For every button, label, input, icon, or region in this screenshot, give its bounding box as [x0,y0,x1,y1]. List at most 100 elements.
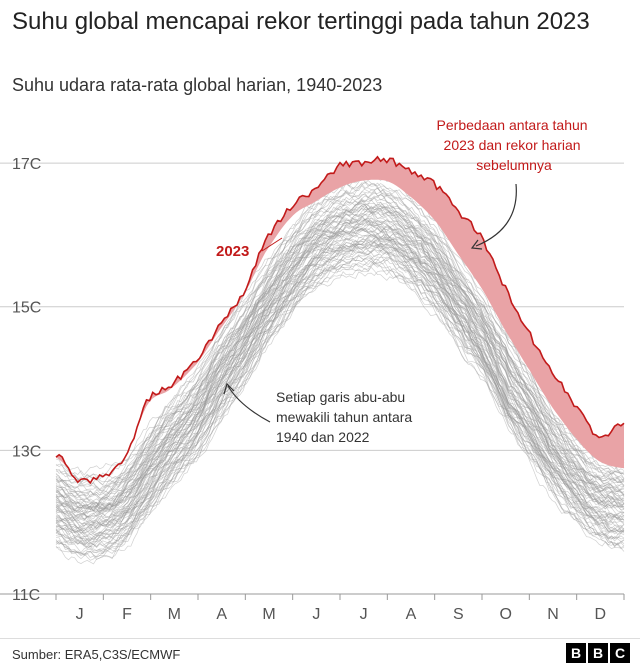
chart-subtitle: Suhu udara rata-rata global harian, 1940… [12,75,383,95]
history-year-line [55,203,625,506]
x-tick-label: F [122,606,132,623]
history-year-line [55,180,625,486]
history-year-line [55,183,625,483]
history-year-line [55,226,625,530]
x-tick-label: M [168,606,181,623]
history-year-line [55,219,625,527]
x-tick-label: J [312,606,320,623]
history-year-line [55,254,625,561]
history-year-line [55,189,625,491]
y-tick-labels: 11C 13C 15C 17C [12,156,41,604]
history-year-line [55,204,625,501]
history-year-line [55,192,625,500]
history-year-line [55,203,625,507]
history-year-line [55,231,625,541]
history-year-line [55,251,625,543]
history-year-line [55,208,625,511]
history-year-line [55,191,625,488]
history-year-line [55,208,625,512]
gap-note-line-2: 2023 dan rekor harian [444,137,581,153]
gap-note: Perbedaan antara tahun 2023 dan rekor ha… [437,117,592,173]
year-2023-label: 2023 [216,243,249,260]
history-year-line [55,207,625,508]
bbc-logo: B B C [566,643,630,663]
y-tick-label: 13C [12,443,41,460]
history-year-line [55,234,625,533]
history-year-line [55,239,625,537]
history-year-line [55,211,625,511]
history-year-line [55,221,625,514]
footer-divider [0,638,640,639]
x-tick-label: J [76,606,84,623]
history-year-line [55,234,625,536]
history-year-line [55,258,625,560]
history-year-line [55,199,625,496]
x-tick-label: J [360,606,368,623]
history-year-line [55,217,625,519]
history-year-line [55,241,625,545]
history-year-line [55,194,625,504]
history-year-line [55,211,625,513]
history-year-line [55,205,625,509]
gray-note: Setiap garis abu-abu mewakili tahun anta… [276,389,416,445]
x-tick-label: S [453,606,464,623]
x-tick-label: N [547,606,559,623]
history-year-line [55,228,625,532]
series-2023-line [55,155,625,485]
gap-note-line-1: Perbedaan antara tahun [437,117,588,133]
history-year-line [55,222,625,520]
history-lines [55,176,625,565]
history-year-line [55,239,625,545]
history-year-line [55,266,625,565]
history-year-line [55,243,625,548]
history-year-line [55,232,625,530]
history-year-line [55,230,625,521]
history-year-line [55,220,625,521]
history-year-line [55,205,625,511]
history-year-line [55,203,625,501]
gray-note-arrow [227,385,271,423]
source-note: Sumber: ERA5,C3S/ECMWF [12,647,181,662]
history-year-line [55,221,625,521]
history-year-line [55,189,625,496]
history-year-line [55,238,625,541]
history-year-line [55,211,624,514]
history-year-line [55,200,625,511]
history-year-line [55,218,625,522]
history-year-line [55,236,625,532]
y-tick-label: 15C [12,300,41,317]
history-year-line [55,255,625,556]
chart-title: Suhu global mencapai rekor tertinggi pad… [12,8,590,35]
history-year-line [55,262,625,558]
y-tick-label: 17C [12,156,41,173]
y-tick-label: 11C [12,587,40,604]
history-year-line [55,239,625,546]
logo-letter: C [610,643,630,663]
history-year-line [55,240,625,536]
history-year-line [55,255,625,555]
history-year-line [55,183,625,493]
history-year-line [55,243,625,548]
history-year-line [55,243,625,548]
gap-note-line-3: sebelumnya [476,157,552,173]
history-year-line [55,244,625,549]
history-year-line [55,227,625,534]
x-tick-label: M [262,606,275,623]
history-year-line [55,209,625,513]
history-year-line [55,211,625,513]
x-tick-label: O [499,606,511,623]
history-year-line [55,215,625,511]
logo-letter: B [566,643,586,663]
history-year-line [55,226,625,527]
gray-note-arrowhead [223,382,235,395]
history-year-line [55,219,625,516]
x-tick-label: D [595,606,607,623]
history-year-line [55,239,625,541]
gray-note-line-2: mewakili tahun antara [276,409,412,425]
history-year-line [55,246,625,536]
gap-note-arrow [475,183,517,247]
history-year-line [55,238,625,534]
gray-note-line-3: 1940 dan 2022 [276,429,370,445]
logo-letter: B [588,643,608,663]
